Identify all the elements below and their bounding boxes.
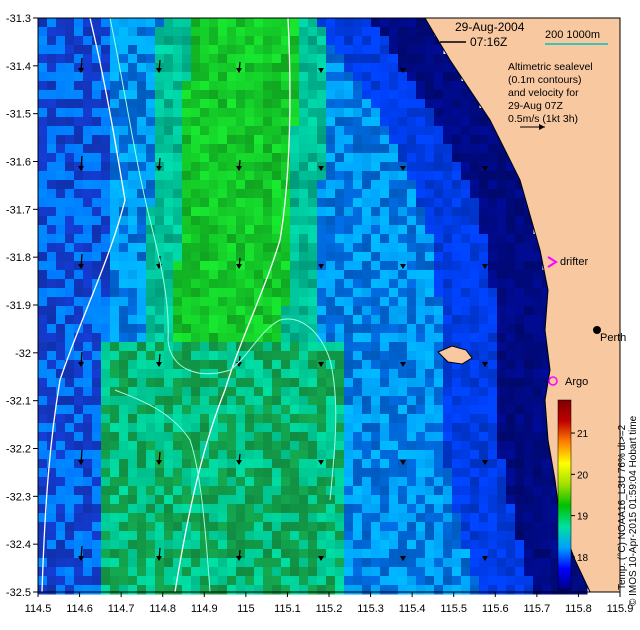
velocity-arrow: [482, 459, 488, 465]
colorbar: 18 19 20 21 Temp. (°C) NOAA16_L3U 76% dt>=2: [557, 399, 628, 591]
perth-label: Perth: [600, 332, 626, 344]
y-tick-label: -32.4: [6, 539, 31, 551]
velocity-arrow: [482, 263, 488, 269]
x-tick-label: 115.6: [482, 603, 509, 615]
y-tick-label: -32.1: [6, 396, 31, 408]
velocity-arrow: [400, 263, 406, 269]
x-tick-label: 115.5: [440, 603, 467, 615]
legend-arrow-head: [539, 124, 545, 130]
sealevel-contour: [114, 389, 211, 593]
y-tick-label: -31.8: [6, 252, 31, 264]
legend-line: (0.1m contours): [508, 74, 582, 86]
argo-marker: [548, 376, 558, 386]
velocity-arrow: [156, 157, 162, 171]
velocity-arrow: [236, 61, 242, 73]
legend-line: Altimetric sealevel: [508, 61, 593, 73]
velocity-arrow: [236, 453, 242, 465]
velocity-arrow: [318, 459, 324, 465]
y-tick-label: -32: [15, 348, 31, 360]
velocity-arrow: [78, 449, 84, 465]
velocity-legend: Altimetric sealevel (0.1m contours) and …: [508, 61, 593, 130]
colorbar-title: Temp. (°C) NOAA16_L3U 76% dt>=2: [617, 424, 628, 590]
y-tick-label: -31.4: [6, 61, 31, 73]
velocity-arrow: [156, 547, 162, 561]
y-tick-label: -31.3: [6, 13, 31, 25]
velocity-arrow: [318, 361, 324, 367]
y-tick-label: -31.5: [6, 109, 31, 121]
y-tick-label: -31.7: [6, 204, 31, 216]
velocity-arrow: [156, 353, 162, 367]
x-tick-label: 115.7: [523, 603, 550, 615]
velocity-arrow: [236, 549, 242, 561]
drifter-label: drifter: [560, 256, 588, 268]
colorbar-tick-label: 18: [577, 553, 589, 564]
colorbar-tick-label: 19: [577, 512, 589, 523]
colorbar-fill: [557, 399, 572, 591]
x-tick-label: 115.2: [316, 603, 343, 615]
velocity-arrow: [482, 165, 488, 171]
velocity-arrow: [78, 57, 84, 73]
velocity-arrow: [236, 257, 242, 269]
credit-text: © IMOS 10-Apr-2015 01:59:04 Hobart time: [628, 415, 639, 606]
x-tick-label: 115.9: [607, 603, 634, 615]
drifter-marker: [547, 256, 558, 268]
x-tick-label: 115: [237, 603, 255, 615]
x-tick-label: 114.8: [149, 603, 176, 615]
velocity-arrow: [78, 351, 84, 367]
y-tick-label: -32.3: [6, 491, 31, 503]
velocity-arrow: [400, 165, 406, 171]
date-label: 29-Aug-2004: [455, 20, 525, 34]
y-tick-label: -32.2: [6, 444, 31, 456]
velocity-arrow: [482, 361, 488, 367]
x-tick-label: 114.9: [191, 603, 218, 615]
x-tick-label: 115.4: [399, 603, 426, 615]
velocity-arrow: [482, 555, 488, 561]
sealevel-contour: [174, 17, 291, 593]
velocity-arrow: [318, 263, 324, 269]
x-tick-label: 115.1: [274, 603, 301, 615]
y-tick-label: -32.5: [6, 587, 31, 599]
island: [437, 345, 473, 365]
velocity-arrow: [400, 361, 406, 367]
velocity-arrow: [156, 59, 162, 73]
velocity-arrow: [400, 67, 406, 73]
legend-line: 29-Aug 07Z: [508, 100, 563, 112]
legend-line: and velocity for: [508, 87, 579, 99]
x-tick-label: 114.5: [25, 603, 52, 615]
colorbar-ticks: 18 19 20 21: [571, 429, 589, 564]
velocity-arrow: [78, 545, 84, 561]
argo-label: Argo: [565, 376, 588, 388]
y-tick-label: -31.6: [6, 157, 31, 169]
velocity-arrow: [236, 159, 242, 171]
velocity-arrow: [400, 555, 406, 561]
colorbar-tick-label: 21: [577, 429, 589, 440]
legend-line: 0.5m/s (1kt 3h): [508, 113, 578, 125]
x-tick-label: 115.3: [357, 603, 384, 615]
x-tick-label: 114.6: [66, 603, 93, 615]
velocity-arrow: [318, 555, 324, 561]
y-axis-ticks: -31.3 -31.4 -31.5 -31.6 -31.7 -31.8 -31.9 -32 -3…: [6, 13, 38, 599]
scale-label: 200 1000m: [545, 29, 600, 41]
sealevel-contour: [109, 17, 337, 501]
velocity-arrow: [156, 451, 162, 465]
velocity-arrow: [78, 253, 84, 269]
velocity-arrow: [318, 67, 324, 73]
sealevel-contour: [41, 17, 126, 593]
velocity-arrow: [318, 165, 324, 171]
x-axis-ticks: 114.5 114.6 114.7 114.8 114.9 115 115.1 115.2 11…: [25, 592, 634, 615]
velocity-arrow: [78, 155, 84, 171]
perth-marker: [593, 326, 601, 334]
time-label: 07:16Z: [470, 35, 507, 49]
x-tick-label: 115.8: [565, 603, 592, 615]
velocity-arrow: [400, 459, 406, 465]
colorbar-tick-label: 20: [577, 470, 589, 481]
x-tick-label: 114.7: [108, 603, 135, 615]
y-tick-label: -31.9: [6, 300, 31, 312]
